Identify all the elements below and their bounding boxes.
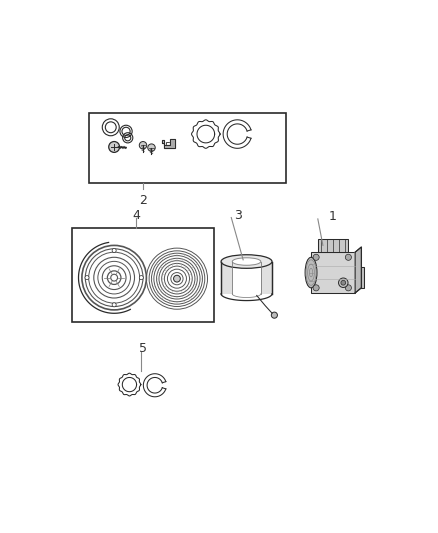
Circle shape — [112, 303, 116, 307]
Circle shape — [345, 254, 351, 260]
Circle shape — [85, 276, 89, 280]
Text: 5: 5 — [139, 342, 147, 354]
Bar — [232, 262, 261, 294]
Ellipse shape — [232, 258, 261, 265]
Bar — [221, 262, 272, 294]
Circle shape — [345, 285, 351, 291]
Text: 1: 1 — [329, 211, 337, 223]
Bar — [311, 252, 355, 293]
Circle shape — [148, 144, 155, 151]
Bar — [166, 142, 172, 147]
Circle shape — [313, 285, 319, 291]
Circle shape — [139, 142, 147, 149]
Circle shape — [271, 312, 277, 318]
Circle shape — [139, 276, 143, 280]
Bar — [318, 239, 348, 252]
Circle shape — [339, 278, 348, 287]
Text: 4: 4 — [132, 209, 140, 222]
Circle shape — [313, 254, 319, 260]
Text: 2: 2 — [139, 195, 147, 207]
Bar — [355, 268, 364, 288]
Ellipse shape — [221, 255, 272, 268]
Bar — [72, 229, 214, 322]
Circle shape — [112, 248, 116, 253]
Ellipse shape — [305, 257, 317, 288]
Bar — [88, 113, 286, 183]
Polygon shape — [162, 139, 175, 148]
Circle shape — [341, 280, 346, 285]
Circle shape — [109, 142, 120, 152]
Text: 3: 3 — [234, 208, 242, 222]
Circle shape — [173, 275, 180, 282]
Polygon shape — [355, 247, 361, 293]
